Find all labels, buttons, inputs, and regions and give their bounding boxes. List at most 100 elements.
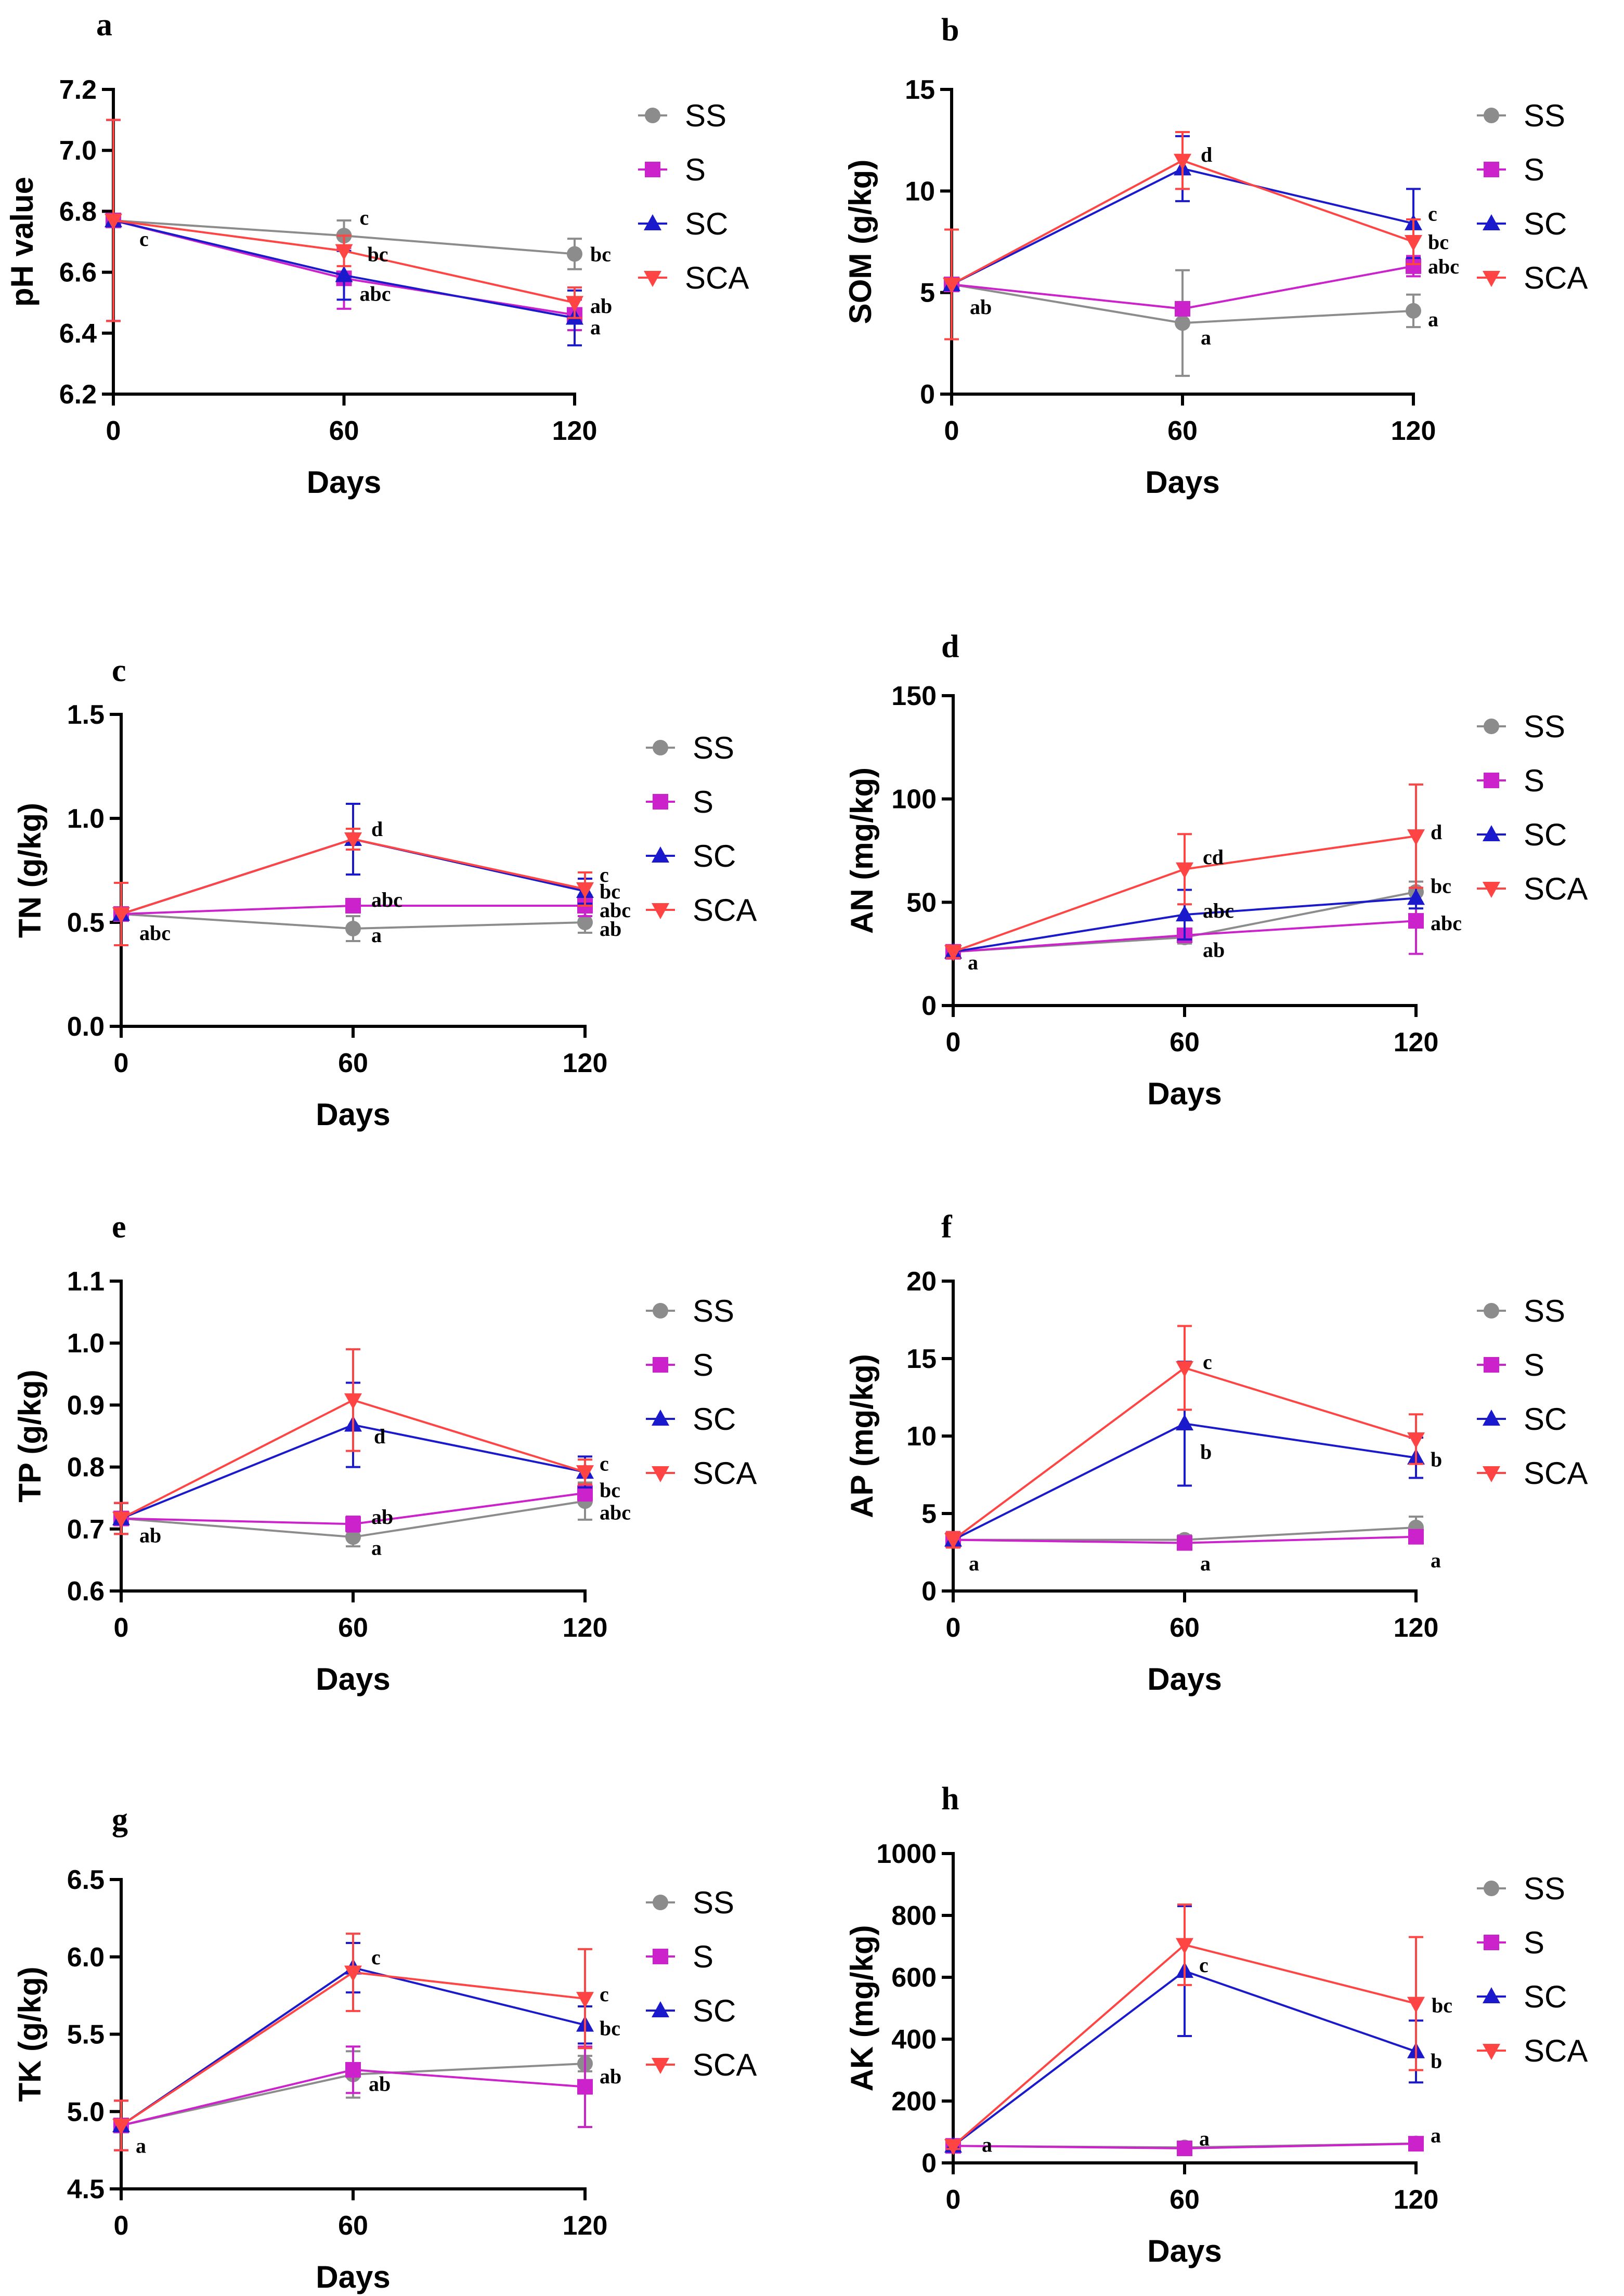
- y-tick-label: 6.0: [67, 1942, 105, 1973]
- x-tick-label: 60: [329, 416, 359, 446]
- legend-label: SC: [1524, 1979, 1567, 2014]
- significance-label: d: [371, 817, 383, 841]
- data-point: [1177, 2141, 1192, 2157]
- y-tick-label: 1.0: [67, 804, 105, 834]
- legend-marker: [653, 1303, 668, 1319]
- y-tick-label: 150: [891, 681, 937, 711]
- y-axis-label: AK (mg/kg): [845, 1925, 879, 2092]
- legend-marker: [1484, 1357, 1499, 1373]
- y-tick-label: 1.0: [67, 1328, 105, 1359]
- y-tick-label: 0: [921, 1576, 937, 1607]
- x-tick-label: 120: [1391, 416, 1436, 446]
- series-s: [945, 2136, 1424, 2157]
- data-point: [1408, 1529, 1424, 1545]
- legend-label: SS: [685, 98, 726, 133]
- y-tick-label: 6.4: [59, 319, 97, 349]
- data-point: [944, 2139, 962, 2156]
- legend-label: S: [693, 785, 713, 819]
- legend-marker: [1483, 825, 1500, 841]
- significance-label: d: [1201, 143, 1212, 166]
- data-point: [944, 1533, 962, 1549]
- data-point: [1177, 1535, 1192, 1551]
- x-axis-label: Days: [1145, 465, 1219, 500]
- legend-marker: [1484, 162, 1499, 177]
- legend-label: S: [693, 1348, 713, 1382]
- x-tick-label: 0: [946, 2185, 961, 2215]
- legend-label: SS: [1524, 98, 1565, 133]
- panel-g: g 4.5 5.0 5.5 6.0 6.5 0 60 120 Days TK (g/kg) a c ab c…: [12, 1802, 757, 2294]
- y-tick-label: 5.5: [67, 2020, 105, 2050]
- x-tick-label: 60: [338, 2211, 368, 2241]
- significance-label: d: [374, 1425, 385, 1448]
- x-axis-label: Days: [1147, 1662, 1222, 1697]
- series-sca: [944, 1325, 1425, 1549]
- y-tick-label: 6.6: [59, 258, 97, 288]
- significance-label: d: [1431, 820, 1442, 844]
- x-axis-label: Days: [316, 1097, 390, 1132]
- data-point: [943, 278, 960, 294]
- x-tick-label: 0: [114, 2211, 129, 2241]
- y-tick-label: 200: [891, 2086, 937, 2117]
- legend-label: SC: [693, 1993, 736, 2028]
- data-point: [1175, 315, 1190, 331]
- legend-label: SC: [693, 839, 736, 873]
- data-point: [1176, 1938, 1193, 1954]
- significance-label: abc: [360, 282, 391, 306]
- significance-label: bc: [600, 2017, 620, 2040]
- significance-label: ab: [369, 2072, 391, 2096]
- data-point: [1406, 303, 1421, 319]
- series-sca: [944, 1903, 1425, 2156]
- significance-label: bc: [600, 1479, 620, 1502]
- panel-letter: h: [941, 1781, 959, 1817]
- x-axis-label: Days: [307, 465, 381, 500]
- panel-d: d 0 50 100 150 0 60 120 Days AN (mg/kg) a cd abc ab d b…: [845, 629, 1588, 1111]
- legend-marker: [653, 1895, 668, 1910]
- significance-label: ab: [600, 917, 621, 941]
- x-axis-label: Days: [1147, 1076, 1222, 1111]
- data-point: [1407, 1432, 1425, 1449]
- data-point: [944, 945, 962, 961]
- legend-marker: [1483, 1410, 1500, 1426]
- significance-label: a: [969, 1551, 979, 1575]
- data-point: [1408, 2136, 1424, 2152]
- significance-label: ab: [371, 1505, 393, 1529]
- legend-marker: [1483, 882, 1500, 898]
- x-tick-label: 120: [563, 1048, 608, 1078]
- x-tick-label: 60: [1167, 416, 1198, 446]
- y-tick-label: 0: [921, 2148, 937, 2178]
- significance-label: c: [600, 1982, 609, 2006]
- y-axis-label: AP (mg/kg): [845, 1354, 879, 1518]
- x-tick-label: 120: [552, 416, 597, 446]
- data-point: [345, 1529, 361, 1545]
- data-point: [1176, 862, 1193, 879]
- x-axis-label: Days: [316, 1662, 390, 1697]
- legend-label: S: [1524, 152, 1544, 187]
- data-point: [566, 296, 583, 312]
- panel-h: h 0 200 400 600 800 1000 0 60 120 Days AK (mg/kg) a c…: [845, 1781, 1588, 2268]
- significance-label: bc: [600, 880, 620, 903]
- y-tick-label: 10: [905, 176, 935, 206]
- legend-label: SCA: [1524, 871, 1588, 906]
- legend-marker: [1484, 1935, 1499, 1950]
- significance-label: a: [1199, 2127, 1210, 2150]
- legend-label: SS: [1524, 709, 1565, 744]
- x-tick-label: 0: [944, 416, 959, 446]
- y-tick-label: 7.2: [59, 75, 97, 105]
- y-tick-label: 0: [921, 991, 937, 1021]
- significance-label: a: [590, 316, 601, 339]
- y-tick-label: 20: [906, 1267, 937, 1297]
- legend-marker: [652, 1410, 669, 1426]
- y-tick-label: 15: [905, 75, 935, 105]
- data-point: [1176, 1414, 1193, 1431]
- significance-label: a: [1201, 326, 1211, 349]
- x-tick-label: 60: [338, 1613, 368, 1643]
- y-tick-label: 1.5: [67, 700, 105, 730]
- data-point: [1174, 153, 1191, 170]
